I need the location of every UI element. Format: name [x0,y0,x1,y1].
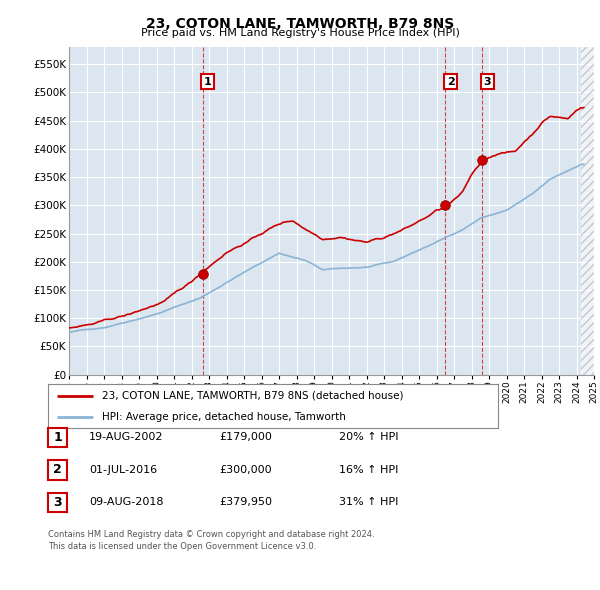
Text: Contains HM Land Registry data © Crown copyright and database right 2024.: Contains HM Land Registry data © Crown c… [48,530,374,539]
Text: £300,000: £300,000 [219,465,272,474]
Text: 2: 2 [446,77,454,87]
Text: 1: 1 [204,77,212,87]
Text: £379,950: £379,950 [219,497,272,507]
Text: 20% ↑ HPI: 20% ↑ HPI [339,432,398,442]
Text: 23, COTON LANE, TAMWORTH, B79 8NS (detached house): 23, COTON LANE, TAMWORTH, B79 8NS (detac… [102,391,404,401]
Text: 09-AUG-2018: 09-AUG-2018 [89,497,163,507]
Text: Price paid vs. HM Land Registry's House Price Index (HPI): Price paid vs. HM Land Registry's House … [140,28,460,38]
Text: This data is licensed under the Open Government Licence v3.0.: This data is licensed under the Open Gov… [48,542,316,550]
Text: 3: 3 [484,77,491,87]
Text: £179,000: £179,000 [219,432,272,442]
Text: HPI: Average price, detached house, Tamworth: HPI: Average price, detached house, Tamw… [102,412,346,422]
Text: 23, COTON LANE, TAMWORTH, B79 8NS: 23, COTON LANE, TAMWORTH, B79 8NS [146,17,454,31]
Bar [581,47,594,375]
Text: 3: 3 [53,496,62,509]
Text: 19-AUG-2002: 19-AUG-2002 [89,432,163,442]
Text: 31% ↑ HPI: 31% ↑ HPI [339,497,398,507]
Text: 16% ↑ HPI: 16% ↑ HPI [339,465,398,474]
Text: 1: 1 [53,431,62,444]
Text: 2: 2 [53,463,62,477]
Text: 01-JUL-2016: 01-JUL-2016 [89,465,157,474]
